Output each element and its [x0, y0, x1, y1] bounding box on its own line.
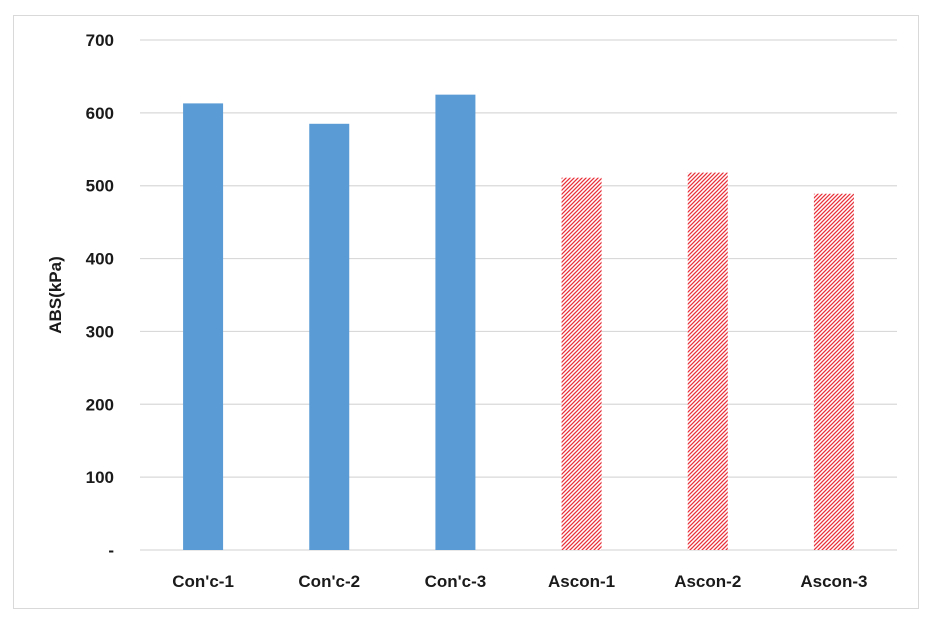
x-tick-label: Con'c-2: [298, 572, 360, 591]
gridlines: [140, 39, 897, 551]
x-tick-label: Con'c-1: [172, 572, 234, 591]
x-axis-ticks: Con'c-1 Con'c-2 Con'c-3 Ascon-1 Ascon-2 Ascon…: [172, 572, 867, 591]
bar-ascon-2: [687, 172, 728, 550]
y-tick-label: 500: [86, 177, 114, 196]
bar-ascon-1: [561, 177, 602, 550]
bar-con-c-2: [309, 123, 350, 551]
bar-con-c-3: [435, 94, 476, 551]
x-tick-label: Ascon-1: [548, 572, 615, 591]
bar-con-c-1: [183, 103, 224, 550]
x-tick-label: Ascon-2: [674, 572, 741, 591]
y-tick-label: 300: [86, 322, 114, 341]
x-tick-label: Ascon-3: [800, 572, 867, 591]
y-tick-label: -: [108, 541, 114, 560]
x-tick-label: Con'c-3: [425, 572, 487, 591]
bar-ascon-3: [813, 193, 854, 550]
bars: [183, 94, 854, 551]
y-tick-label: 600: [86, 104, 114, 123]
y-tick-label: 200: [86, 395, 114, 414]
y-tick-label: 700: [86, 31, 114, 50]
y-tick-label: 100: [86, 468, 114, 487]
y-tick-label: 400: [86, 250, 114, 269]
y-axis-title: ABS(kPa): [46, 256, 65, 333]
y-axis-ticks: - 100 200 300 400 500 600 700: [86, 31, 114, 560]
